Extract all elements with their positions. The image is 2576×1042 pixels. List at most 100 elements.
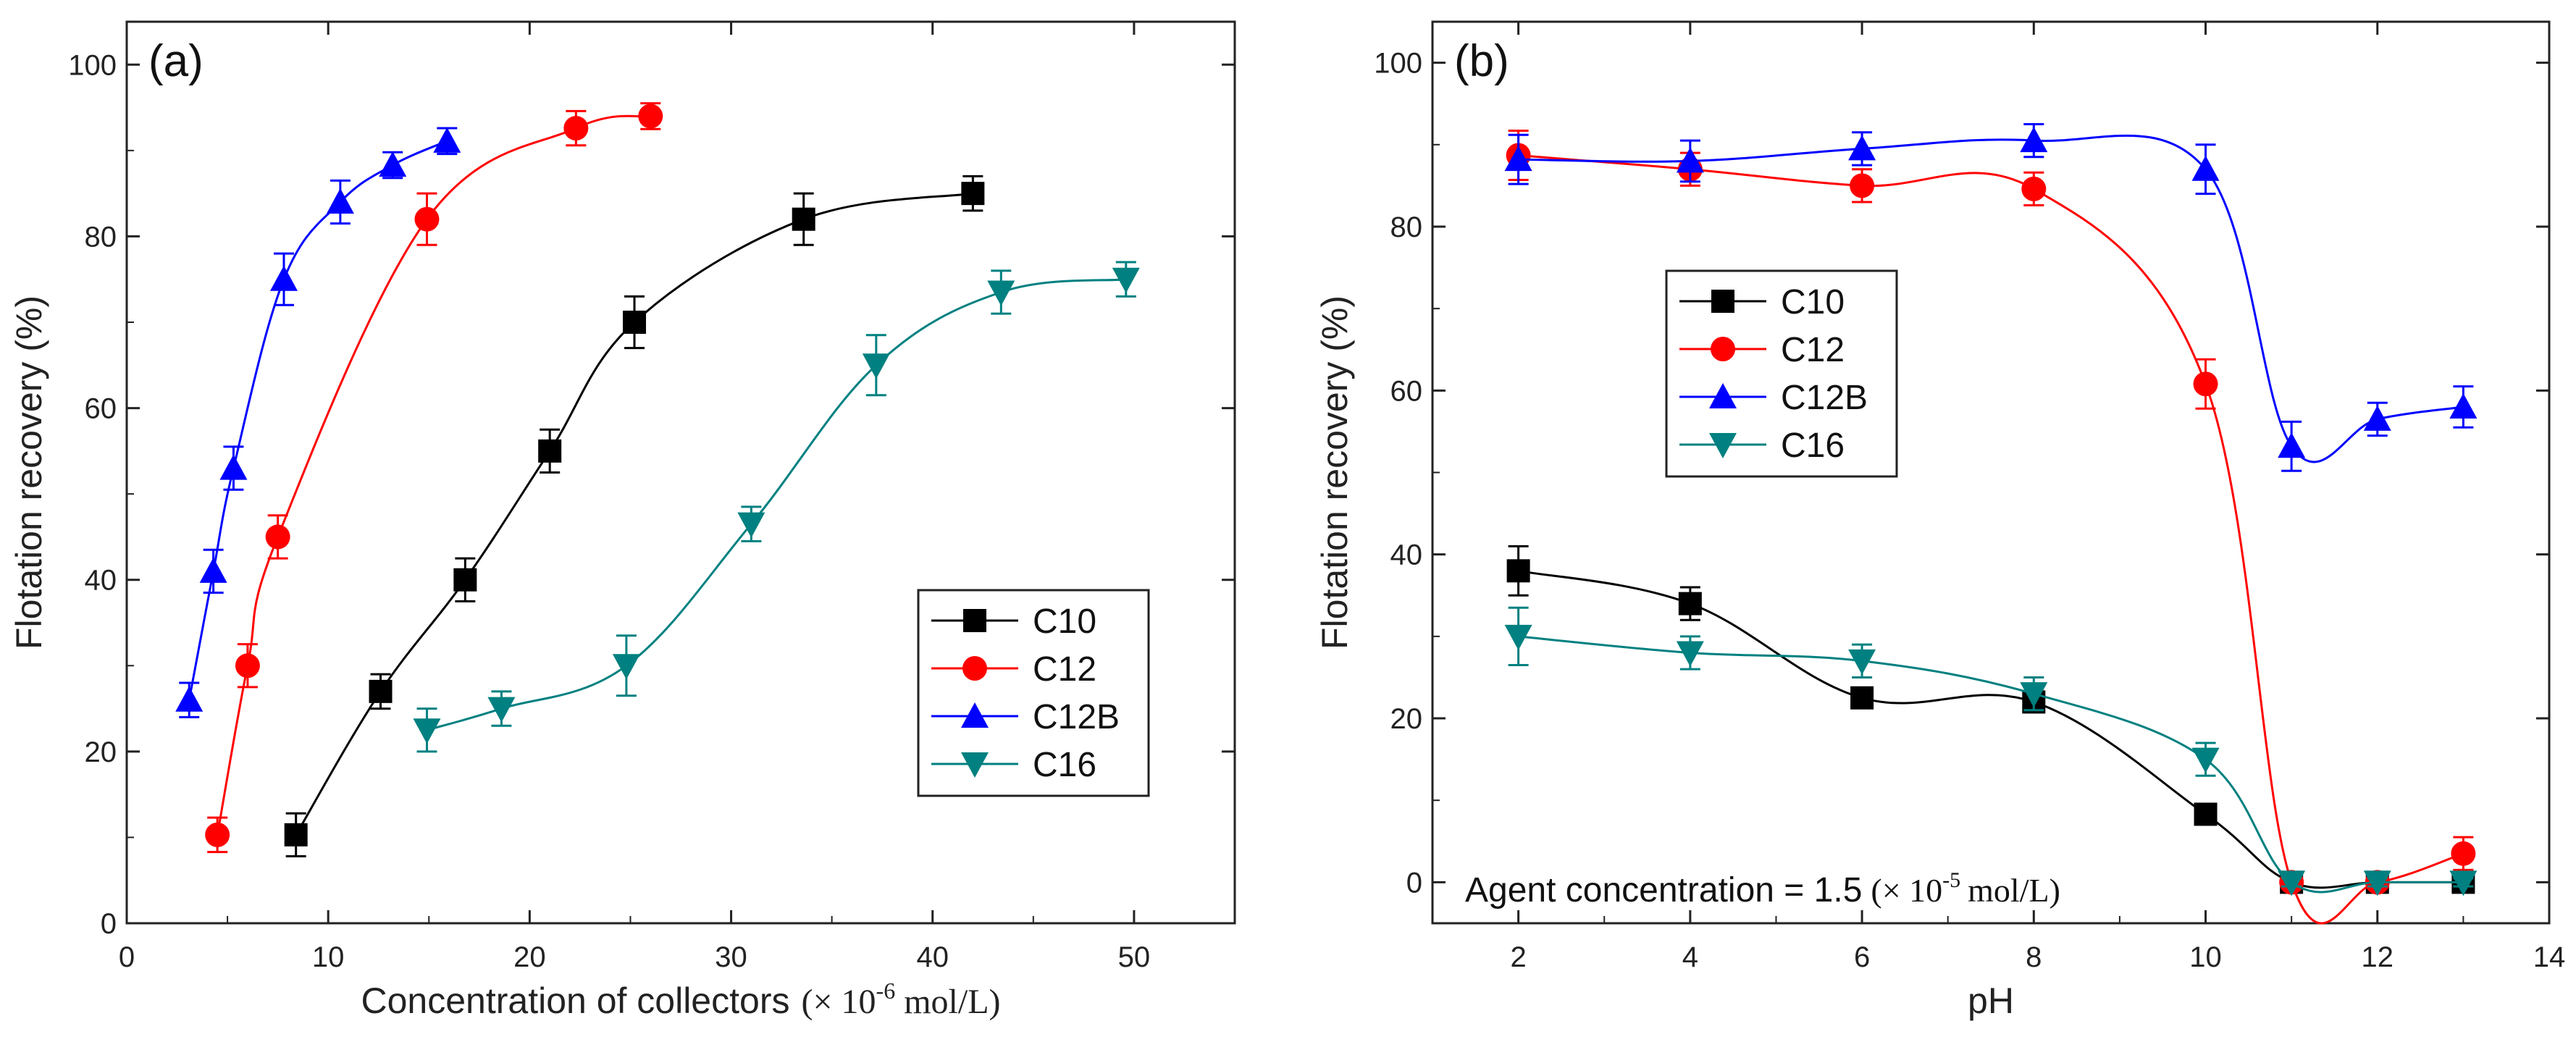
legend-a: C10 C12 C12B C16 xyxy=(917,589,1150,797)
series-line-c16 xyxy=(1518,635,2464,894)
data-point-c12 xyxy=(414,206,440,232)
legend-label-c12: C12 xyxy=(1033,650,1096,689)
data-point-c16 xyxy=(487,697,516,723)
data-point-c12 xyxy=(2451,841,2476,866)
data-point-c12b xyxy=(2191,155,2220,181)
legend-label-c12b: C12B xyxy=(1781,379,1868,417)
y-axis-title-b: Flotation recovery (%) xyxy=(1314,295,1355,650)
legend-label-c10: C10 xyxy=(1781,283,1845,322)
x-tick-label-b: 14 xyxy=(2533,941,2566,973)
x-tick-label-a: 50 xyxy=(1118,941,1151,973)
data-point-c10 xyxy=(2194,802,2218,826)
data-point-c10 xyxy=(792,207,815,231)
x-tick-label-a: 20 xyxy=(513,941,546,973)
y-tick-label-b: 0 xyxy=(1406,867,1422,899)
data-point-c16 xyxy=(987,280,1015,306)
series-c12b xyxy=(175,127,461,718)
x-tick-label-a: 10 xyxy=(312,941,345,973)
series-c12 xyxy=(205,102,663,854)
data-point-c12 xyxy=(2193,371,2218,397)
data-point-c12b xyxy=(1676,147,1704,173)
data-point-c10 xyxy=(623,311,647,334)
legend-marker xyxy=(1711,290,1734,313)
data-point-c16 xyxy=(1848,649,1876,675)
data-point-c12 xyxy=(235,653,260,678)
x-tick-label-a: 0 xyxy=(119,941,135,973)
series-c12b xyxy=(1504,122,2478,472)
series-c16 xyxy=(1504,606,2478,896)
panel-label-a: (a) xyxy=(148,36,204,86)
x-tick-label-b: 6 xyxy=(1854,941,1870,973)
y-axis-title-a: Flotation recovery (%) xyxy=(9,295,49,650)
legend-marker xyxy=(961,752,989,778)
y-tick-label-a: 80 xyxy=(85,221,117,253)
panel-a: 0 10 20 30 40 50 0 20 40 60 80 100 Flotation recover… xyxy=(9,20,1236,1021)
data-point-c16 xyxy=(2020,682,2048,708)
y-tick-label-a: 20 xyxy=(85,736,117,768)
legend-box xyxy=(917,589,1150,797)
y-tick-label-a: 100 xyxy=(68,49,117,81)
annotation-b: Agent concentration = 1.5 (× 10-5 mol/L) xyxy=(1465,868,2060,909)
data-point-c12b xyxy=(175,686,204,712)
data-point-c16 xyxy=(1504,624,1532,650)
y-tick-label-a: 60 xyxy=(85,393,117,425)
legend-label-c16: C16 xyxy=(1033,746,1096,784)
series-line-c10 xyxy=(1518,569,2464,889)
data-point-c12b xyxy=(199,557,227,583)
x-axis-title-b: pH xyxy=(1968,980,2014,1021)
data-point-c12 xyxy=(563,116,589,141)
plot-frame-a xyxy=(125,20,1236,925)
data-point-c12b xyxy=(326,188,354,214)
legend-marker xyxy=(962,656,987,681)
legend-marker xyxy=(961,702,989,728)
data-point-c16 xyxy=(2278,870,2306,896)
x-tick-label-b: 8 xyxy=(2026,941,2042,973)
legend-label-c12: C12 xyxy=(1781,331,1845,369)
x-axis-unit: (× 10 xyxy=(801,983,876,1021)
data-point-c12b xyxy=(433,127,461,153)
data-point-c10 xyxy=(284,823,308,846)
y-tick-label-b: 60 xyxy=(1390,375,1423,407)
y-tick-label-b: 20 xyxy=(1390,703,1423,735)
y-tick-label-a: 40 xyxy=(85,565,117,597)
series-line-c12 xyxy=(1518,154,2464,925)
data-point-c16 xyxy=(2191,747,2220,773)
legend-label-c10: C10 xyxy=(1033,602,1096,641)
x-axis-unit-tail: mol/L) xyxy=(904,983,1000,1021)
data-point-c16 xyxy=(737,512,765,538)
data-point-c12b xyxy=(219,454,248,480)
x-tick-label-a: 30 xyxy=(715,941,747,973)
data-point-c16 xyxy=(2449,870,2478,896)
legend-b: C10 C12 C12B C16 xyxy=(1665,269,1898,478)
annotation-unit-tail: mol/L) xyxy=(1968,872,2060,909)
data-point-c12 xyxy=(2021,176,2047,201)
series-c10 xyxy=(284,175,985,858)
x-tick-label-a: 40 xyxy=(916,941,949,973)
legend-label-c16: C16 xyxy=(1781,427,1845,465)
data-point-c12 xyxy=(205,822,230,847)
data-point-c10 xyxy=(369,679,393,703)
legend-marker xyxy=(1711,337,1735,361)
panel-label-b: (b) xyxy=(1454,36,1509,86)
data-point-c12 xyxy=(1850,173,1875,198)
data-point-c16 xyxy=(1112,267,1140,293)
data-point-c12b xyxy=(2363,405,2391,431)
annotation-unit-exp: -5 xyxy=(1942,868,1960,892)
y-tick-label-b: 100 xyxy=(1374,48,1422,80)
data-point-c12 xyxy=(265,524,290,550)
y-tick-label-b: 80 xyxy=(1390,211,1423,243)
data-point-c10 xyxy=(1506,559,1530,583)
legend-marker xyxy=(1709,383,1737,408)
legend-label-c12b: C12B xyxy=(1033,698,1120,736)
data-point-c12 xyxy=(638,104,663,129)
data-point-c16 xyxy=(413,718,441,744)
x-tick-label-b: 2 xyxy=(1510,941,1526,973)
series-c10 xyxy=(1506,545,2475,894)
series-line-c12b xyxy=(188,140,448,700)
data-point-c16 xyxy=(2363,870,2391,896)
legend-marker xyxy=(963,609,986,632)
x-axis-unit-exp: -6 xyxy=(876,978,896,1004)
data-point-c10 xyxy=(453,568,477,592)
data-point-c10 xyxy=(538,439,562,463)
